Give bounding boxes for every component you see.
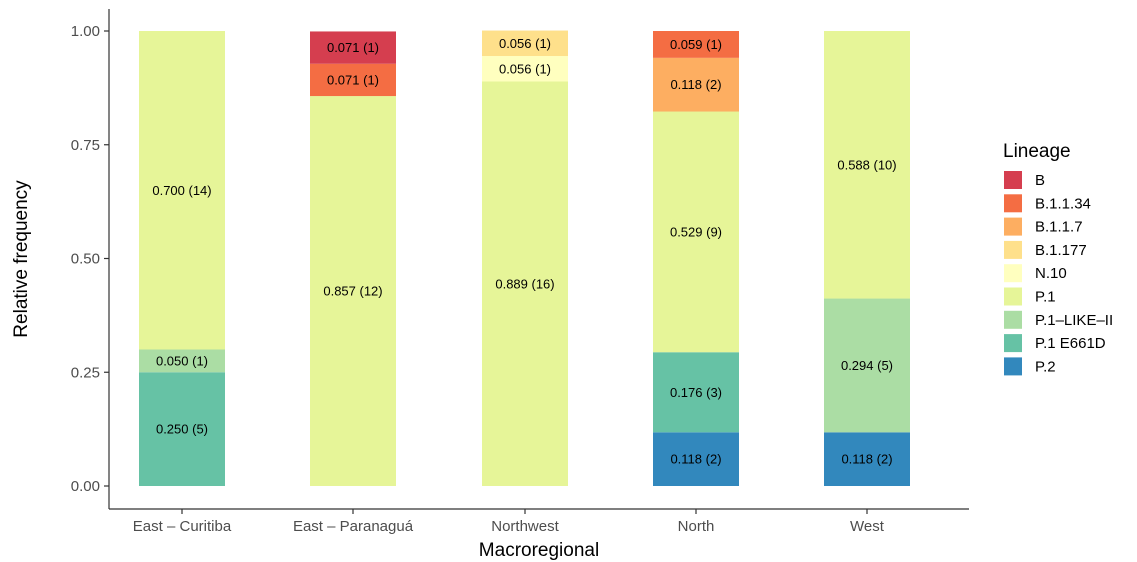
bar-segment — [482, 56, 568, 82]
legend-label: P.1 — [1035, 289, 1056, 306]
x-ticks-layer: East – Curitiba East – Paranaguá Northwest… — [133, 509, 885, 535]
legend-swatch — [1004, 310, 1022, 329]
bar-segment — [824, 31, 910, 299]
segment-labels-layer: 0.250 (5) 0.050 (1) 0.700 (14) 0.857 (12) 0.… — [152, 36, 896, 467]
x-tick-label: Northwest — [491, 518, 559, 535]
bar-segment — [824, 298, 910, 433]
legend-swatch — [1004, 217, 1022, 236]
legend-title: Lineage — [1003, 141, 1071, 162]
bar-segment — [310, 96, 396, 486]
y-tick-label: 0.75 — [71, 137, 100, 154]
legend: Lineage B B.1.1.34 B.1.1.7 B.1.177 N.10 P.1 P.… — [1003, 141, 1113, 376]
bar-segment-label: 0.889 (16) — [495, 276, 554, 291]
bar-segment-label: 0.056 (1) — [499, 61, 551, 76]
y-tick-label: 0.25 — [71, 364, 100, 381]
bar-segment — [653, 57, 739, 112]
y-ticks-layer: 0.00 0.25 0.50 0.75 1.00 — [71, 23, 109, 495]
bar-segment — [653, 31, 739, 58]
bar-segment-label: 0.176 (3) — [670, 385, 722, 400]
bar-segment — [482, 81, 568, 486]
legend-label: P.1 E661D — [1035, 335, 1106, 352]
bar-segment-label: 0.529 (9) — [670, 224, 722, 239]
bar-segment-label: 0.250 (5) — [156, 422, 208, 437]
bars-layer — [139, 30, 910, 486]
bar-segment — [653, 432, 739, 486]
legend-label: P.2 — [1035, 358, 1056, 375]
legend-label: B.1.1.34 — [1035, 195, 1091, 212]
bar-segment — [653, 352, 739, 433]
bar-segment-label: 0.056 (1) — [499, 36, 551, 51]
bar-segment-label: 0.118 (2) — [841, 452, 892, 467]
legend-label: B.1.177 — [1035, 242, 1087, 259]
x-tick-label: East – Curitiba — [133, 518, 232, 535]
bar-segment — [139, 349, 225, 373]
bar-segment — [824, 432, 910, 486]
y-tick-label: 0.50 — [71, 251, 100, 268]
legend-swatch — [1004, 240, 1022, 259]
bar-segment-label: 0.294 (5) — [841, 358, 893, 373]
x-axis-title: Macroregional — [479, 540, 599, 561]
legend-label: B.1.1.7 — [1035, 219, 1083, 236]
bar-segment-label: 0.071 (1) — [327, 72, 379, 87]
bar-segment — [310, 31, 396, 64]
legend-label: N.10 — [1035, 265, 1067, 282]
legend-label: P.1–LIKE–II — [1035, 312, 1113, 329]
bar-segment-label: 0.050 (1) — [156, 353, 208, 368]
legend-label: B — [1035, 172, 1045, 189]
legend-swatch — [1004, 334, 1022, 353]
bar-segment — [139, 31, 225, 350]
x-tick-label: West — [850, 518, 885, 535]
y-tick-label: 0.00 — [71, 478, 100, 495]
legend-swatch — [1004, 287, 1022, 306]
bar-segment-label: 0.071 (1) — [327, 40, 379, 55]
bar-segment — [653, 111, 739, 353]
bar-segment-label: 0.588 (10) — [837, 157, 896, 172]
bar-segment-label: 0.059 (1) — [670, 37, 722, 52]
x-tick-label: East – Paranaguá — [293, 518, 414, 535]
bar-segment-label: 0.118 (2) — [670, 77, 721, 92]
legend-swatch — [1004, 171, 1022, 189]
bar-segment — [139, 372, 225, 486]
y-axis-title: Relative frequency — [11, 180, 32, 338]
bar-segment-label: 0.857 (12) — [323, 284, 382, 299]
x-tick-label: North — [678, 518, 715, 535]
legend-swatch — [1004, 194, 1022, 213]
bar-segment-label: 0.700 (14) — [152, 183, 211, 198]
bar-segment-label: 0.118 (2) — [670, 452, 721, 467]
legend-swatch — [1004, 264, 1022, 283]
bar-segment — [482, 30, 568, 57]
y-tick-label: 1.00 — [71, 23, 100, 40]
legend-swatch — [1004, 357, 1022, 376]
bar-segment — [310, 63, 396, 97]
